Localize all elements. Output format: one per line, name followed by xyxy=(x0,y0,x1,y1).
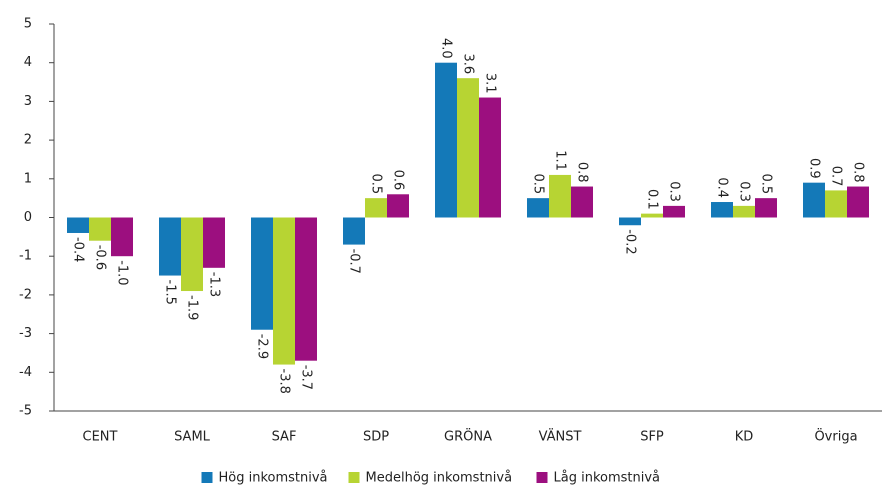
value-label: 4.0 xyxy=(439,38,454,59)
value-label: 0.8 xyxy=(851,162,866,183)
bar xyxy=(571,186,593,218)
bar xyxy=(755,198,777,218)
y-tick-label: 5 xyxy=(24,17,32,32)
value-label: 0.9 xyxy=(807,158,822,179)
bar xyxy=(619,217,641,226)
bar xyxy=(251,217,273,330)
value-label: -2.9 xyxy=(255,334,270,359)
y-tick-label: 4 xyxy=(24,55,32,70)
value-label: -1.5 xyxy=(163,280,178,305)
bar xyxy=(825,190,847,218)
value-label: -0.2 xyxy=(623,229,638,254)
value-label: -3.8 xyxy=(277,369,292,394)
value-label: -3.7 xyxy=(299,365,314,390)
y-tick-label: -1 xyxy=(19,249,32,264)
value-label: -0.7 xyxy=(347,249,362,274)
value-label: 3.6 xyxy=(461,53,476,74)
legend-label: Hög inkomstnivå xyxy=(219,471,328,486)
value-label: 0.3 xyxy=(667,181,682,202)
value-label: 0.5 xyxy=(759,173,774,194)
bar xyxy=(733,205,755,218)
x-tick-label: CENT xyxy=(83,430,118,445)
bar xyxy=(527,198,549,218)
y-tick-label: 3 xyxy=(24,94,32,109)
y-tick-label: -2 xyxy=(19,287,32,302)
value-label: 0.5 xyxy=(531,173,546,194)
bar xyxy=(365,198,387,218)
y-tick-label: -5 xyxy=(19,404,32,419)
y-tick-label: 1 xyxy=(24,171,32,186)
value-label: -0.6 xyxy=(93,245,108,270)
legend-swatch xyxy=(536,472,548,483)
value-label: 0.7 xyxy=(829,166,844,187)
bar xyxy=(663,205,685,218)
value-label: -1.9 xyxy=(185,295,200,320)
x-tick-label: SAF xyxy=(272,430,297,445)
bar xyxy=(159,217,181,276)
y-tick-label: 0 xyxy=(24,210,32,225)
bar xyxy=(181,217,203,292)
value-label: -0.4 xyxy=(71,237,86,262)
x-tick-label: KD xyxy=(735,430,754,445)
bar xyxy=(847,186,869,218)
legend-label: Medelhög inkomstnivå xyxy=(366,471,513,486)
bar xyxy=(387,194,409,218)
value-label: 0.5 xyxy=(369,173,384,194)
x-tick-label: Övriga xyxy=(814,428,857,445)
value-label: 0.3 xyxy=(737,181,752,202)
bar xyxy=(435,62,457,218)
value-label: 1.1 xyxy=(553,150,568,171)
x-tick-label: SFP xyxy=(640,430,664,445)
value-label: 0.6 xyxy=(391,170,406,191)
bar xyxy=(803,182,825,218)
x-tick-label: GRÖNA xyxy=(444,428,492,445)
value-label: -1.0 xyxy=(115,260,130,285)
bar xyxy=(295,217,317,361)
value-label: 0.8 xyxy=(575,162,590,183)
bar xyxy=(711,202,733,218)
value-label: 0.4 xyxy=(715,177,730,198)
bar xyxy=(67,217,89,233)
legend-label: Låg inkomstnivå xyxy=(554,471,661,486)
x-tick-label: VÄNST xyxy=(539,429,582,445)
bar xyxy=(549,174,571,218)
x-tick-label: SDP xyxy=(363,430,389,445)
value-label: -1.3 xyxy=(207,272,222,297)
bar xyxy=(343,217,365,245)
value-label: 3.1 xyxy=(483,73,498,94)
legend-swatch xyxy=(348,472,360,483)
legend-swatch xyxy=(201,472,213,483)
y-tick-label: -3 xyxy=(19,326,32,341)
x-tick-label: SAML xyxy=(174,430,211,445)
bar xyxy=(479,97,501,218)
bar xyxy=(273,217,295,365)
y-tick-label: -4 xyxy=(19,365,32,380)
bar xyxy=(111,217,133,257)
bar xyxy=(203,217,225,268)
bar xyxy=(89,217,111,241)
bar xyxy=(457,78,479,218)
value-label: 0.1 xyxy=(645,189,660,210)
y-tick-label: 2 xyxy=(24,133,32,148)
bar xyxy=(641,213,663,218)
